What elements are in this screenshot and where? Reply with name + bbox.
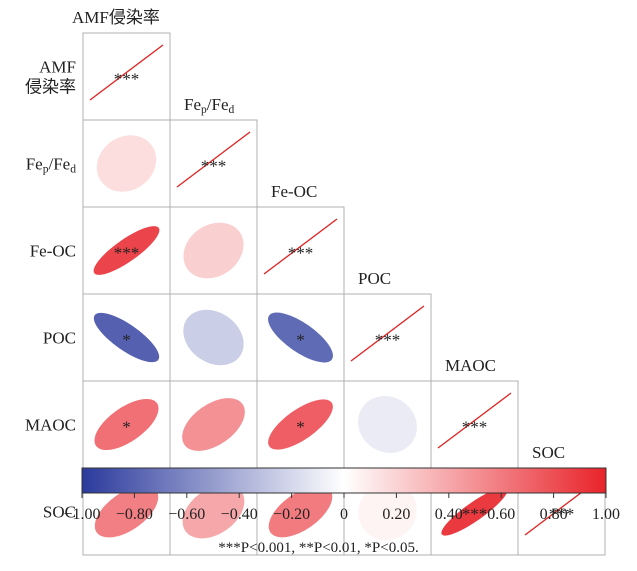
correlation-ellipse	[93, 226, 160, 275]
correlation-ellipse	[182, 484, 245, 539]
significance-mark: *	[122, 331, 131, 350]
diagonal-line	[350, 305, 425, 362]
significance-mark: ***	[375, 331, 401, 350]
correlation-ellipse	[358, 396, 417, 453]
row-label: Fe-OC	[30, 242, 76, 261]
column-label: SOC	[532, 443, 565, 462]
significance-mark: *	[296, 418, 305, 437]
significance-footnote: ***P<0.001, **P<0.01, *P<0.05.	[218, 540, 419, 556]
colorbar-tick-label: −0.80	[116, 506, 153, 523]
diagonal-line	[437, 392, 512, 449]
correlation-ellipse	[94, 398, 159, 451]
correlation-ellipse	[94, 485, 159, 538]
correlation-ellipse	[183, 309, 244, 366]
correlation-ellipse	[93, 312, 160, 363]
row-label: Fep/Fed	[26, 155, 77, 176]
colorbar	[81, 467, 607, 494]
colorbar-tick-label: −1.00	[63, 506, 100, 523]
row-label: POC	[43, 329, 76, 348]
column-label: Fe-OC	[271, 182, 317, 201]
correlation-ellipse	[358, 482, 417, 541]
diagonal-line	[89, 44, 164, 101]
correlation-ellipse	[96, 135, 157, 192]
correlation-ellipse	[182, 398, 245, 451]
diagonal-line	[263, 218, 338, 275]
correlation-ellipse	[441, 487, 508, 536]
row-label: AMF	[39, 58, 76, 77]
correlation-ellipse	[268, 399, 333, 450]
column-label: AMF侵染率	[72, 8, 160, 27]
colorbar-tick-label: −0.60	[168, 506, 205, 523]
significance-mark: ***	[114, 70, 140, 89]
significance-mark: ***	[462, 418, 488, 437]
correlation-ellipse	[268, 312, 333, 363]
colorbar-tick-label: 0.20	[382, 506, 410, 523]
colorbar-tick-label: 0.40	[435, 506, 463, 523]
correlation-ellipse	[268, 485, 333, 538]
significance-mark: ***	[462, 505, 488, 524]
correlation-ellipse	[183, 222, 244, 279]
column-label: POC	[358, 269, 391, 288]
diagonal-line	[176, 131, 251, 188]
colorbar-tick-label: 0.60	[487, 506, 515, 523]
colorbar-tick-label: −0.40	[221, 506, 258, 523]
significance-mark: ***	[549, 505, 575, 524]
colorbar-tick-label: 0	[340, 506, 348, 523]
significance-mark: ***	[201, 157, 227, 176]
colorbar-tick-label: −0.20	[273, 506, 310, 523]
significance-mark: *	[122, 418, 131, 437]
significance-mark: *	[296, 331, 305, 350]
colorbar-tick-label: 0.80	[540, 506, 568, 523]
colorbar-tick-label: 1.00	[592, 506, 620, 523]
column-label: Fep/Fed	[184, 95, 235, 116]
significance-mark: ***	[114, 244, 140, 263]
row-label: MAOC	[25, 416, 76, 435]
significance-mark: ***	[288, 244, 314, 263]
row-label: 侵染率	[25, 78, 76, 97]
row-label: SOC	[43, 503, 76, 522]
column-label: MAOC	[445, 356, 496, 375]
